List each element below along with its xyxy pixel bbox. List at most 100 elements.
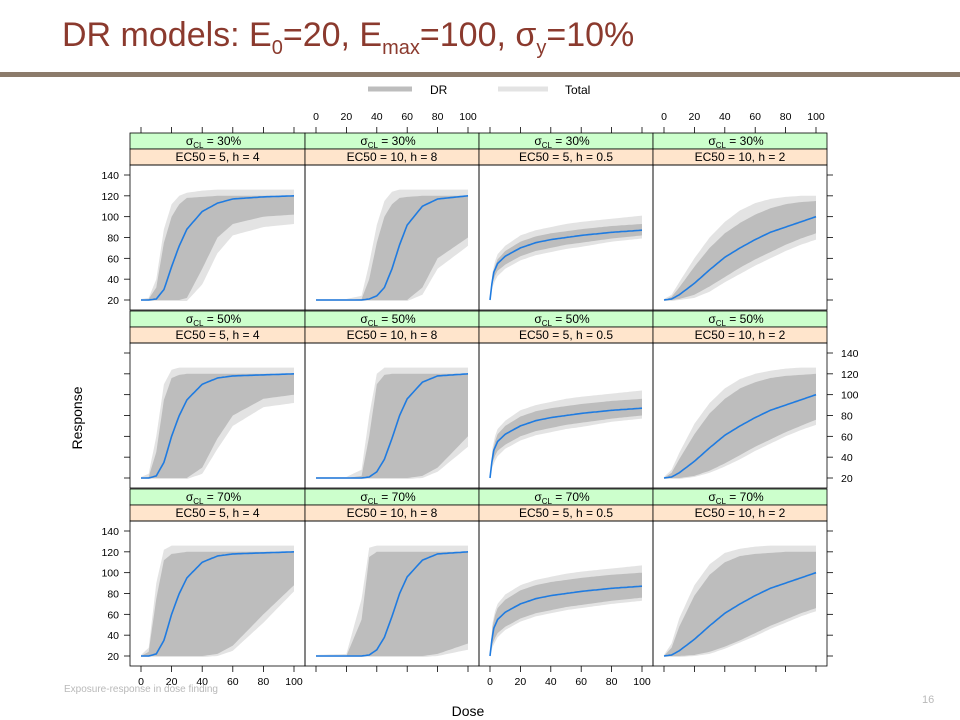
y-axis-title: Response [69, 386, 85, 449]
response-line [489, 585, 643, 657]
response-line [663, 393, 817, 479]
strip-cl-label: σCL = 70% [534, 490, 590, 506]
y-tick-label: 100 [101, 568, 119, 580]
panel [141, 545, 295, 657]
panel [489, 390, 643, 479]
response-line [489, 229, 643, 301]
strip-cl-label: σCL = 30% [534, 134, 590, 150]
x-tick-label: 80 [258, 676, 270, 688]
x-tick-label: 0 [138, 676, 144, 688]
panel [663, 195, 817, 301]
strip-ec-label: EC50 = 10, h = 8 [347, 506, 438, 520]
dr-band [316, 195, 468, 300]
response-line [316, 195, 469, 301]
x-tick-label: 20 [166, 676, 178, 688]
strip-cl-label: σCL = 30% [708, 134, 764, 150]
response-line [663, 571, 817, 657]
x-tick-label: 100 [807, 111, 825, 123]
x-tick-label: 20 [341, 111, 353, 123]
panel [316, 545, 469, 657]
strip-ec-label: EC50 = 5, h = 4 [175, 328, 259, 342]
title-rule [0, 72, 960, 77]
y-tick-label: 20 [107, 295, 119, 307]
panel [141, 189, 295, 301]
y-tick-label: 80 [107, 233, 119, 245]
dr-band [490, 572, 642, 656]
legend: DR Total [368, 83, 590, 97]
panel [663, 367, 817, 479]
y-tick-label: 140 [101, 170, 119, 182]
strip-ec-label: EC50 = 10, h = 2 [695, 150, 786, 164]
response-line [489, 407, 643, 479]
x-tick-label: 40 [719, 111, 731, 123]
y-axis: 20 40 60 80 100 120 140 [101, 526, 130, 663]
dr-band [141, 373, 294, 478]
x-tick-label: 80 [606, 676, 618, 688]
x-axis-title: Dose [452, 703, 485, 719]
x-tick-label: 0 [661, 111, 667, 123]
strip-cl-label: σCL = 70% [360, 490, 416, 506]
strip-cl-label: σCL = 70% [708, 490, 764, 506]
strip-cl-label: σCL = 70% [186, 490, 242, 506]
response-line [663, 215, 817, 301]
y-axis: 20 40 60 80 100 120 140 [827, 348, 859, 485]
x-tick-label: 100 [285, 676, 303, 688]
y-tick-label: 140 [101, 526, 119, 538]
y-tick-label: 100 [841, 390, 859, 402]
y-tick-label: 40 [107, 630, 119, 642]
strip-cl-label: σCL = 50% [186, 312, 242, 328]
panel [489, 565, 643, 657]
x-tick-label: 40 [196, 676, 208, 688]
response-line [316, 373, 469, 479]
strip-ec-label: EC50 = 5, h = 4 [175, 506, 259, 520]
y-tick-label: 120 [841, 369, 859, 381]
y-tick-label: 140 [841, 348, 859, 360]
panel [663, 545, 817, 657]
y-tick-label: 60 [107, 609, 119, 621]
y-axis: 20 40 60 80 100 120 140 [101, 170, 130, 307]
y-tick-label: 120 [101, 191, 119, 203]
y-tick-label: 20 [841, 473, 853, 485]
dr-band [141, 551, 294, 656]
x-tick-label: 100 [459, 111, 477, 123]
response-line [141, 551, 295, 657]
x-tick-label: 80 [780, 111, 792, 123]
response-line [141, 195, 295, 301]
y-tick-label: 120 [101, 547, 119, 559]
strip-cl-label: σCL = 50% [360, 312, 416, 328]
x-tick-label: 100 [633, 676, 651, 688]
x-tick-label: 40 [545, 676, 557, 688]
x-tick-label: 60 [749, 111, 761, 123]
y-tick-label: 60 [841, 431, 853, 443]
legend-label-total: Total [565, 83, 590, 97]
strip-ec-label: EC50 = 10, h = 8 [347, 150, 438, 164]
x-tick-label: 60 [401, 111, 413, 123]
strip-ec-label: EC50 = 5, h = 0.5 [519, 328, 613, 342]
dr-band [316, 373, 468, 478]
response-line [141, 373, 295, 479]
response-line [316, 551, 469, 657]
y-tick-label: 80 [841, 411, 853, 423]
dr-band [316, 551, 468, 656]
y-tick-label: 60 [107, 253, 119, 265]
dr-band [490, 398, 642, 478]
strip-ec-label: EC50 = 10, h = 2 [695, 506, 786, 520]
strip-ec-label: EC50 = 5, h = 0.5 [519, 150, 613, 164]
x-tick-label: 20 [515, 676, 527, 688]
y-tick-label: 40 [107, 274, 119, 286]
footer-text: Exposure-response in dose finding [64, 684, 218, 695]
y-tick-label: 100 [101, 212, 119, 224]
panel [316, 189, 469, 301]
dr-band [141, 195, 294, 300]
strip-cl-label: σCL = 50% [708, 312, 764, 328]
y-tick-label: 20 [107, 651, 119, 663]
strip-ec-label: EC50 = 5, h = 0.5 [519, 506, 613, 520]
dr-band [490, 224, 642, 300]
dr-band [664, 201, 816, 300]
strip-cl-label: σCL = 30% [360, 134, 416, 150]
y-tick-label: 40 [841, 452, 853, 464]
x-tick-label: 0 [313, 111, 319, 123]
x-tick-label: 40 [371, 111, 383, 123]
strip-ec-label: EC50 = 10, h = 2 [695, 328, 786, 342]
y-tick-label: 80 [107, 589, 119, 601]
